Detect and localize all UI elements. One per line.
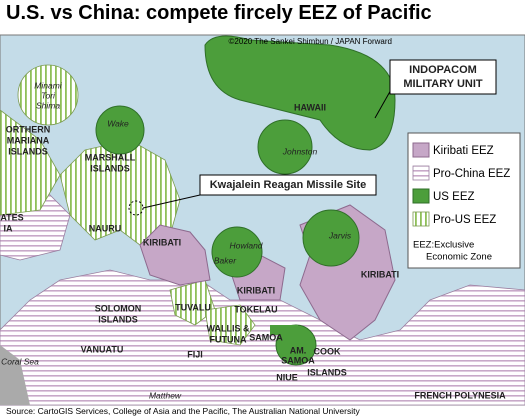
map-label: NIUE bbox=[276, 372, 298, 382]
legend-label: Kiribati EEZ bbox=[433, 145, 494, 157]
map-label: ISLANDS bbox=[90, 163, 130, 173]
map-label: NAURU bbox=[89, 223, 122, 233]
us-eez bbox=[204, 35, 396, 151]
us-eez bbox=[95, 105, 145, 155]
map-label: SAMOA bbox=[249, 332, 283, 342]
legend-note: Economic Zone bbox=[426, 252, 492, 263]
map-label: MARIANA bbox=[7, 135, 50, 145]
map-label: MARSHALL bbox=[85, 152, 136, 162]
map-label: COOK bbox=[314, 346, 342, 356]
credit: ©2020 The Sankei Shimbun / JAPAN Forward bbox=[229, 37, 392, 46]
map-label: ATES bbox=[0, 212, 23, 222]
legend-swatch bbox=[412, 211, 430, 227]
us-eez bbox=[302, 209, 360, 267]
map-label: ISLANDS bbox=[8, 146, 48, 156]
callout: INDOPACOM bbox=[409, 64, 477, 76]
map-label: ISLANDS bbox=[307, 367, 347, 377]
title: U.S. vs China: compete fircely EEZ of Pa… bbox=[6, 2, 432, 24]
us-eez bbox=[211, 226, 263, 278]
map-label: Tori bbox=[41, 90, 56, 100]
map-label: KIRIBATI bbox=[143, 237, 181, 247]
callout-line bbox=[374, 87, 393, 119]
map-label: FIJI bbox=[187, 349, 203, 359]
callout: MILITARY UNIT bbox=[403, 78, 483, 90]
map-label: HAWAII bbox=[294, 102, 326, 112]
callout-line bbox=[142, 194, 201, 209]
us-eez bbox=[257, 119, 313, 175]
map-label: Jarvis bbox=[328, 230, 352, 240]
map-label: VANUATU bbox=[81, 344, 124, 354]
map-label: ORTHERN bbox=[6, 124, 51, 134]
land bbox=[0, 345, 30, 405]
legend-label: US EEZ bbox=[433, 191, 475, 203]
pro-us-eez bbox=[204, 304, 256, 346]
map-label: AM. bbox=[290, 345, 307, 355]
map-label: Shima bbox=[36, 100, 60, 110]
map-label: KIRIBATI bbox=[237, 285, 275, 295]
map-label: Wake bbox=[107, 118, 129, 128]
legend-swatch bbox=[412, 188, 430, 204]
map-label: FUTUNA bbox=[210, 334, 247, 344]
map-label: SOLOMON bbox=[95, 303, 142, 313]
map-label: Howland bbox=[229, 240, 262, 250]
pro-us-eez bbox=[17, 64, 79, 126]
map: ©2020 The Sankei Shimbun / JAPAN Forward… bbox=[0, 34, 525, 406]
map-label: Minami bbox=[34, 80, 63, 90]
map-label: ISLANDS bbox=[98, 314, 138, 324]
map-label: Baker bbox=[214, 255, 237, 265]
map-label: TOKELAU bbox=[234, 304, 277, 314]
callout-box bbox=[389, 59, 497, 95]
us-eez bbox=[270, 325, 298, 335]
map-label: Coral Sea bbox=[1, 356, 39, 366]
legend-swatch bbox=[412, 142, 430, 158]
map-label: IA bbox=[4, 223, 14, 233]
map-label: KIRIBATI bbox=[361, 269, 399, 279]
kiribati-eez bbox=[139, 224, 211, 286]
map-label: TUVALU bbox=[175, 302, 211, 312]
callout: Kwajalein Reagan Missile Site bbox=[210, 179, 367, 191]
legend: Kiribati EEZ Pro-China EEZ US EEZ Pro-US… bbox=[407, 132, 521, 269]
map-label: FRENCH POLYNESIA bbox=[414, 390, 506, 400]
legend-note: EEZ:Exclusive bbox=[413, 240, 474, 251]
map-label: Matthew bbox=[149, 390, 182, 400]
source: Source: CartoGIS Services, College of As… bbox=[6, 406, 360, 416]
map-label: WALLIS & bbox=[207, 323, 250, 333]
map-label: SAMOA bbox=[281, 355, 315, 365]
pro-us-eez bbox=[0, 109, 61, 216]
legend-swatch bbox=[412, 165, 430, 181]
map-label: Johnston bbox=[282, 146, 318, 156]
callout-box bbox=[199, 174, 377, 196]
legend-label: Pro-China EEZ bbox=[433, 168, 510, 180]
legend-label: Pro-US EEZ bbox=[433, 214, 496, 226]
